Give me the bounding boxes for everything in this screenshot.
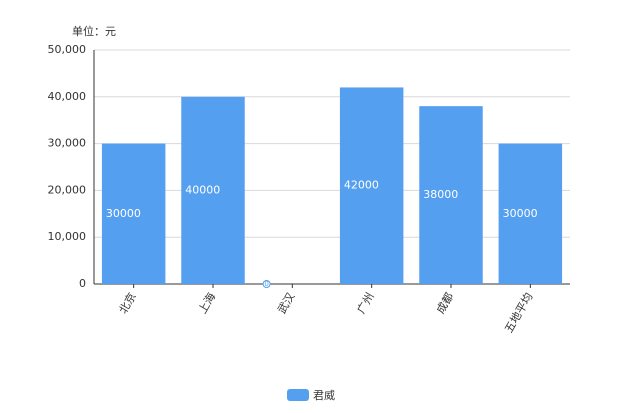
bar [498,143,563,284]
bar [181,96,245,284]
zero-marker [262,280,271,288]
y-tick-label: 20,000 [48,183,87,196]
x-tick-label: 上海 [195,290,218,316]
y-tick-label: 40,000 [48,90,87,103]
y-axis-label: 单位：元 [72,24,116,38]
bar [339,87,404,284]
bar [101,143,166,284]
bar [419,106,483,284]
value-label: 0 [264,280,268,288]
y-tick-label: 30,000 [48,137,87,150]
y-tick-label: 0 [79,277,86,290]
x-tick-label: 成都 [434,291,456,317]
x-tick-label: 武汉 [275,291,297,317]
value-label: 38000 [423,188,458,201]
value-label: 30000 [106,207,141,220]
y-tick-label: 50,000 [48,43,87,56]
x-tick-label: 广州 [355,291,377,317]
value-label: 42000 [344,179,379,192]
value-label: 30000 [503,207,538,220]
legend-swatch [287,389,309,401]
legend-label: 君威 [313,389,335,402]
value-label: 40000 [185,183,220,196]
y-tick-label: 10,000 [48,230,87,243]
x-tick-label: 北京 [116,290,139,316]
x-tick-label: 五地平均 [502,291,535,336]
